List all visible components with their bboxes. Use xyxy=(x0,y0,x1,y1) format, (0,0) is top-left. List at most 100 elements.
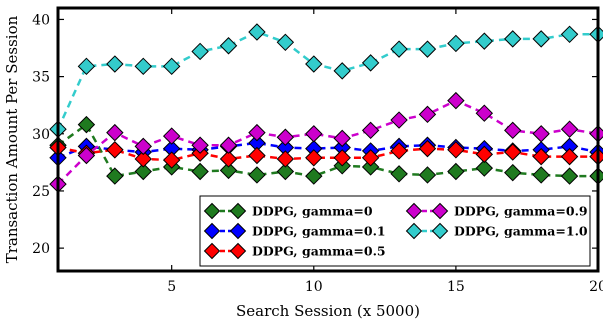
series-3 xyxy=(49,91,603,193)
legend-marker xyxy=(229,222,247,240)
y-tick-label: 35 xyxy=(32,70,50,86)
legend-marker xyxy=(203,222,221,240)
legend-item: DDPG, gamma=1.0 xyxy=(405,222,588,240)
data-point xyxy=(219,161,238,180)
data-point xyxy=(276,33,295,52)
data-point xyxy=(162,151,181,169)
series-2 xyxy=(49,138,603,169)
legend-box xyxy=(199,195,591,267)
data-point xyxy=(504,163,522,182)
legend-marker xyxy=(431,202,449,220)
series-1 xyxy=(49,134,603,167)
data-point xyxy=(248,166,266,184)
data-point xyxy=(106,123,124,142)
legend-label: DDPG, gamma=0.5 xyxy=(252,244,386,259)
data-point xyxy=(276,128,295,146)
data-point xyxy=(390,40,408,58)
legend-marker xyxy=(405,202,423,220)
data-point xyxy=(191,162,209,181)
data-point xyxy=(475,104,494,122)
legend-marker xyxy=(203,242,221,260)
series-line xyxy=(56,30,598,130)
data-point xyxy=(333,149,351,167)
data-point xyxy=(390,165,408,183)
data-point xyxy=(361,158,380,176)
data-point xyxy=(361,149,380,167)
axis-ticks: 5 10 15 20 20 25 30 35 40 xyxy=(32,8,603,295)
data-point xyxy=(162,57,181,76)
data-point xyxy=(532,125,550,143)
data-point xyxy=(361,121,380,140)
legend-item: DDPG, gamma=0.1 xyxy=(203,222,386,240)
data-point xyxy=(475,159,494,177)
data-point xyxy=(390,111,408,129)
data-point xyxy=(447,162,465,181)
data-point xyxy=(532,147,550,166)
data-point xyxy=(219,150,238,168)
legend-item: DDPG, gamma=0.5 xyxy=(203,242,386,260)
data-point xyxy=(134,150,152,168)
data-point xyxy=(248,23,266,41)
data-point xyxy=(305,149,323,167)
data-point xyxy=(106,141,124,159)
data-point xyxy=(305,125,323,143)
x-tick-label: 15 xyxy=(447,279,465,295)
legend-item: DDPG, gamma=0.9 xyxy=(405,202,588,220)
legend-marker xyxy=(229,242,247,260)
data-point xyxy=(418,139,437,158)
data-point xyxy=(532,166,550,184)
legend-label: DDPG, gamma=0.1 xyxy=(252,224,386,239)
legend: DDPG, gamma=0 DDPG, gamma=0.1 DDPG, gamma=… xyxy=(199,195,591,267)
data-point xyxy=(418,166,437,184)
data-point xyxy=(560,25,579,44)
legend-label: DDPG, gamma=0 xyxy=(252,204,373,219)
y-tick-label: 20 xyxy=(32,241,50,257)
x-tick-label: 5 xyxy=(167,279,176,295)
y-tick-label: 40 xyxy=(32,12,50,28)
data-point xyxy=(305,55,323,73)
data-point xyxy=(475,32,494,50)
data-point xyxy=(191,42,209,61)
x-axis-label: Search Session (x 5000) xyxy=(236,302,420,320)
data-point xyxy=(106,167,124,185)
data-point xyxy=(560,147,579,166)
legend-item: DDPG, gamma=0 xyxy=(203,202,373,220)
y-tick-label: 25 xyxy=(32,184,50,200)
data-point xyxy=(162,127,181,145)
data-point xyxy=(219,37,238,55)
data-point xyxy=(447,91,465,110)
data-point xyxy=(134,137,152,156)
data-point xyxy=(248,123,266,142)
data-point xyxy=(248,146,266,165)
data-point xyxy=(134,57,152,76)
data-point xyxy=(504,30,522,48)
legend-marker xyxy=(203,202,221,220)
data-point xyxy=(134,162,152,181)
legend-label: DDPG, gamma=0.9 xyxy=(454,204,588,219)
data-point xyxy=(106,55,124,73)
y-tick-label: 30 xyxy=(32,127,50,143)
legend-marker xyxy=(229,202,247,220)
series-0 xyxy=(49,115,603,185)
data-point xyxy=(191,136,209,154)
plot-frame xyxy=(56,6,600,273)
data-point xyxy=(532,30,550,48)
data-point xyxy=(77,146,96,165)
data-point xyxy=(77,115,96,134)
legend-marker xyxy=(405,222,423,240)
data-point xyxy=(418,40,437,58)
legend-label: DDPG, gamma=1.0 xyxy=(454,224,588,239)
data-point xyxy=(333,62,351,80)
data-point xyxy=(77,57,96,76)
data-point xyxy=(447,141,465,159)
data-point xyxy=(504,121,522,140)
data-point xyxy=(560,120,579,138)
data-point xyxy=(219,136,238,154)
series-4 xyxy=(49,23,603,138)
data-point xyxy=(333,129,351,148)
x-tick-label: 10 xyxy=(305,279,323,295)
data-point xyxy=(276,150,295,168)
data-point xyxy=(560,167,579,185)
data-point xyxy=(418,105,437,124)
legend-marker xyxy=(431,222,449,240)
